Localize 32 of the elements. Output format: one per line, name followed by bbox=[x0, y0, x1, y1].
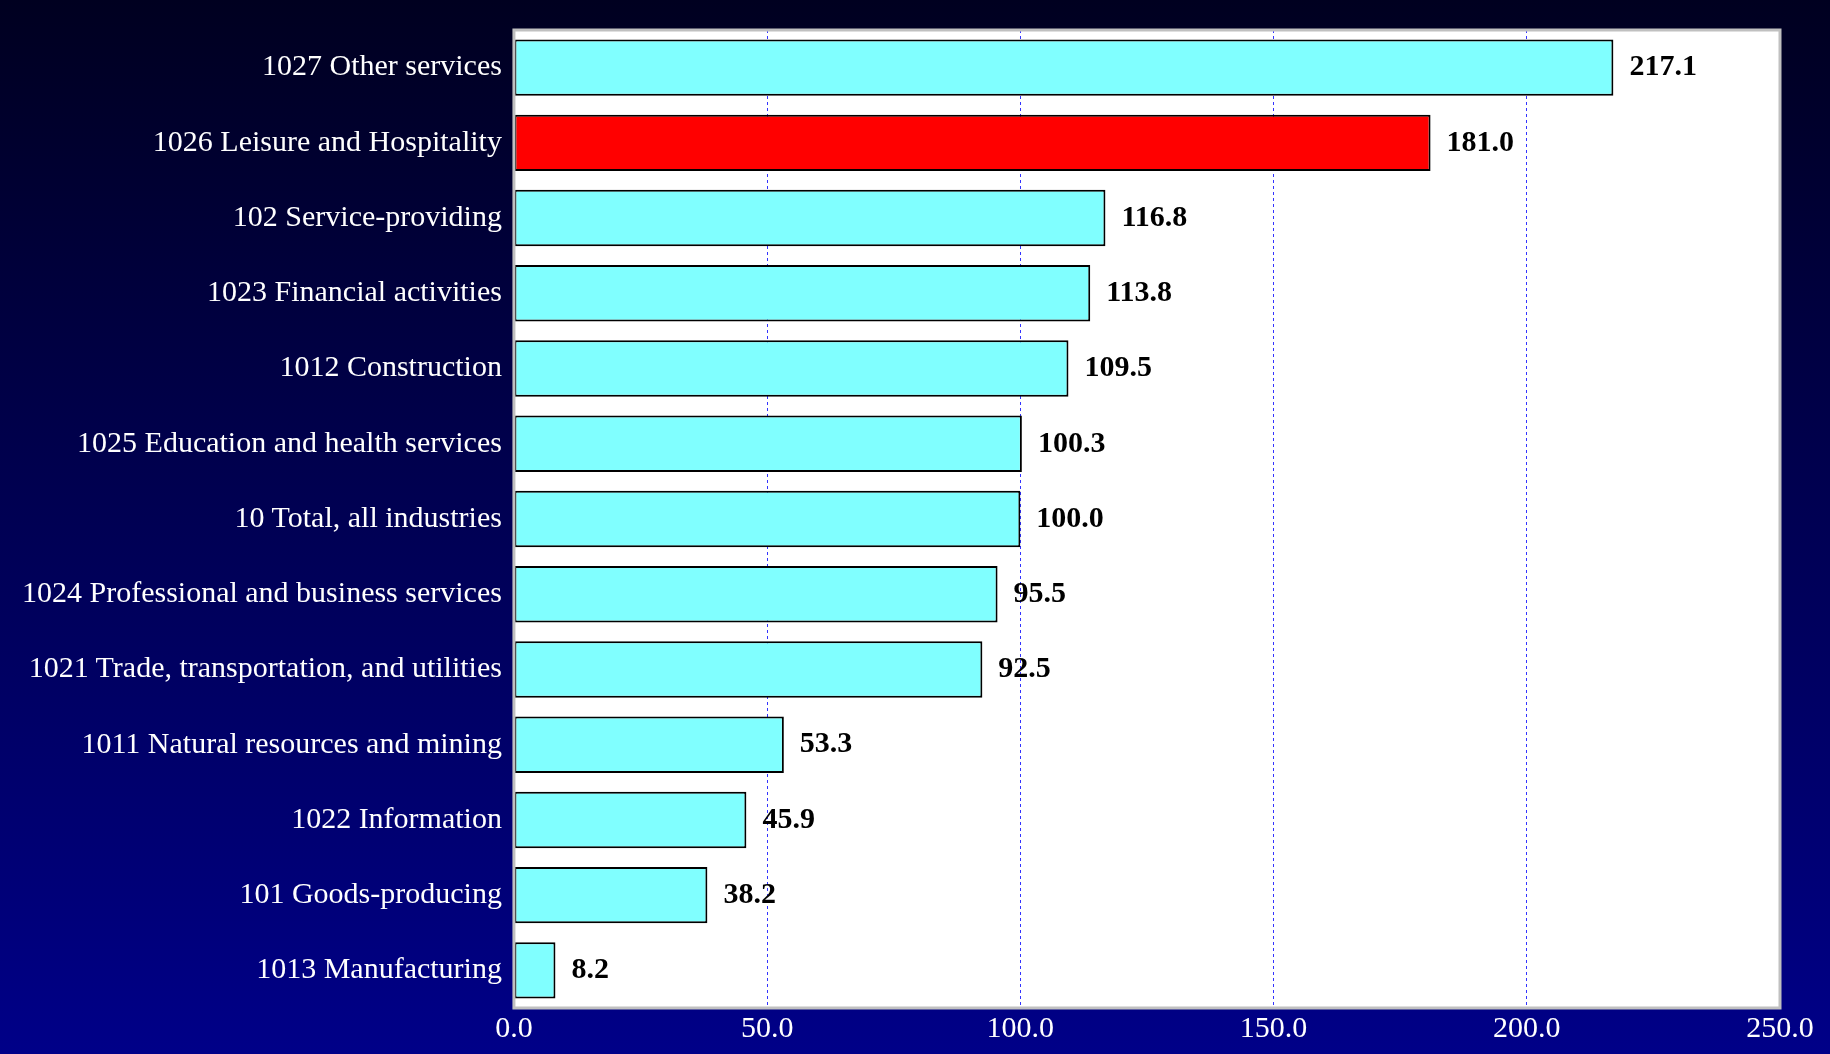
data-label: 100.3 bbox=[1037, 424, 1106, 458]
x-tick-label: 100.0 bbox=[986, 1009, 1055, 1043]
y-tick-label: 1021 Trade, transportation, and utilities bbox=[28, 650, 502, 684]
y-tick-label: 1012 Construction bbox=[279, 349, 502, 383]
y-tick-label: 1011 Natural resources and mining bbox=[81, 725, 502, 759]
data-label: 109.5 bbox=[1084, 349, 1152, 383]
x-tick-label: 250.0 bbox=[1746, 1009, 1814, 1043]
data-label: 92.5 bbox=[998, 650, 1051, 684]
data-label: 116.8 bbox=[1121, 198, 1188, 232]
data-label: 95.5 bbox=[1013, 574, 1067, 608]
data-label: 100.0 bbox=[1036, 499, 1104, 533]
x-tick-label: 150.0 bbox=[1239, 1009, 1308, 1043]
data-label: 113.8 bbox=[1106, 274, 1173, 308]
y-tick-label: 1023 Financial activities bbox=[206, 274, 502, 308]
y-tick-label: 1013 Manufacturing bbox=[256, 951, 502, 985]
y-tick-label: 1026 Leisure and Hospitality bbox=[152, 123, 502, 157]
data-label: 8.2 bbox=[571, 951, 609, 985]
y-tick-label: 102 Service-providing bbox=[232, 198, 502, 232]
y-tick-label: 1025 Education and health services bbox=[77, 424, 502, 458]
y-tick-label: 1024 Professional and business services bbox=[21, 575, 502, 609]
x-tick-label: 0.0 bbox=[495, 1009, 533, 1043]
data-label: 217.1 bbox=[1629, 48, 1697, 82]
data-label: 38.2 bbox=[723, 875, 776, 909]
data-label: 45.9 bbox=[762, 800, 815, 834]
y-tick-label: 101 Goods-producing bbox=[239, 876, 502, 910]
data-label: 181.0 bbox=[1446, 123, 1515, 157]
x-tick-label: 50.0 bbox=[740, 1009, 794, 1043]
x-tick-label: 200.0 bbox=[1493, 1009, 1561, 1043]
y-tick-label: 1027 Other services bbox=[261, 48, 502, 82]
y-tick-label: 1022 Information bbox=[291, 800, 502, 834]
y-tick-label: 10 Total, all industries bbox=[234, 499, 502, 533]
data-label: 53.3 bbox=[799, 725, 853, 759]
